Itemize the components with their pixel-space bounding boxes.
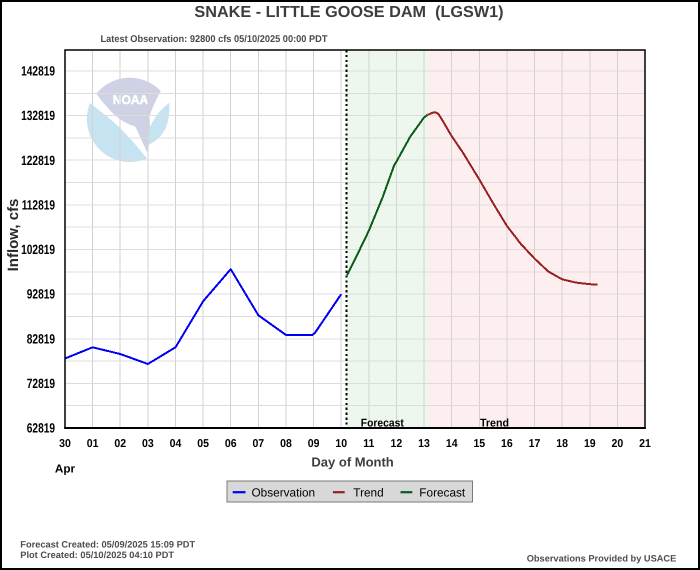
svg-text:Forecast: Forecast [361, 418, 404, 430]
svg-text:112819: 112819 [22, 198, 55, 213]
svg-text:03: 03 [142, 438, 154, 450]
svg-text:NOAA: NOAA [113, 93, 148, 107]
svg-text:102819: 102819 [21, 242, 55, 257]
svg-text:19: 19 [584, 438, 596, 450]
svg-text:04: 04 [170, 438, 182, 450]
svg-text:Forecast: Forecast [419, 486, 466, 500]
svg-text:122819: 122819 [21, 153, 55, 168]
svg-text:Observations Provided by USACE: Observations Provided by USACE [527, 554, 677, 564]
svg-text:10: 10 [335, 438, 347, 450]
svg-text:11: 11 [363, 438, 375, 450]
svg-text:Trend: Trend [480, 418, 509, 430]
svg-text:Apr: Apr [55, 462, 76, 475]
svg-text:Plot Created: 05/10/2025 04:10: Plot Created: 05/10/2025 04:10 PDT [20, 550, 174, 560]
svg-text:92819: 92819 [27, 287, 55, 302]
svg-text:01: 01 [87, 438, 99, 450]
svg-text:15: 15 [473, 438, 485, 450]
svg-text:05: 05 [197, 438, 209, 450]
svg-text:Inflow, cfs: Inflow, cfs [5, 199, 22, 272]
svg-text:142819: 142819 [21, 64, 55, 79]
svg-text:62819: 62819 [27, 421, 55, 436]
svg-text:Forecast Created: 05/09/2025 1: Forecast Created: 05/09/2025 15:09 PDT [20, 539, 195, 549]
svg-text:16: 16 [501, 438, 513, 450]
svg-text:SNAKE - LITTLE GOOSE DAM (LGS: SNAKE - LITTLE GOOSE DAM (LGSW1) [194, 4, 503, 21]
svg-text:13: 13 [418, 438, 430, 450]
svg-text:12: 12 [391, 438, 403, 450]
svg-text:06: 06 [225, 438, 237, 450]
svg-text:132819: 132819 [21, 108, 55, 123]
svg-text:Trend: Trend [353, 486, 383, 500]
svg-text:20: 20 [612, 438, 624, 450]
svg-text:82819: 82819 [27, 331, 55, 346]
svg-text:08: 08 [280, 438, 292, 450]
svg-text:30: 30 [59, 438, 71, 450]
svg-text:02: 02 [114, 438, 126, 450]
svg-text:Day of Month: Day of Month [311, 455, 393, 470]
svg-text:21: 21 [639, 438, 651, 450]
svg-text:07: 07 [252, 438, 264, 450]
svg-text:14: 14 [446, 438, 458, 450]
svg-text:17: 17 [529, 438, 541, 450]
svg-text:18: 18 [556, 438, 568, 450]
svg-text:72819: 72819 [27, 376, 55, 391]
svg-text:09: 09 [308, 438, 320, 450]
svg-text:Latest Observation: 92800 cfs: Latest Observation: 92800 cfs 05/10/2025… [101, 34, 328, 45]
svg-text:Observation: Observation [252, 486, 316, 500]
